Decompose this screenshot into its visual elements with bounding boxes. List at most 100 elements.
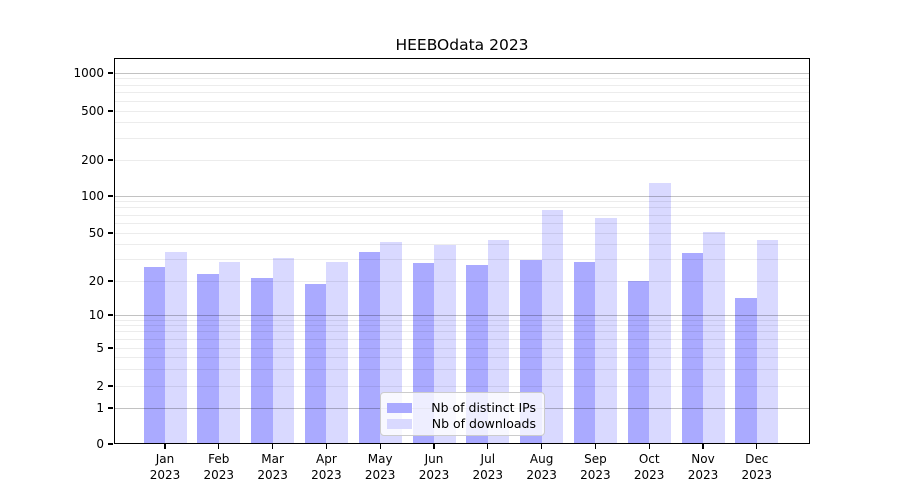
- bar-distinct-ips-oct: [627, 281, 650, 444]
- y-tick: [108, 72, 113, 74]
- legend: Nb of distinct IPs Nb of downloads: [380, 392, 545, 436]
- y-tick-label: 1: [96, 401, 104, 415]
- x-tick-label: Mar 2023: [257, 452, 288, 482]
- x-tick-label: Feb 2023: [203, 452, 235, 482]
- y-tick-label: 50: [88, 226, 104, 240]
- x-tick-label: Apr 2023: [311, 452, 342, 482]
- gridline-minor: [114, 259, 810, 261]
- gridline-minor: [114, 84, 810, 86]
- bar-distinct-ips-jan: [143, 267, 165, 444]
- bar-downloads-jan: [165, 251, 187, 444]
- x-tick: [487, 444, 489, 449]
- x-tick: [379, 444, 381, 449]
- y-tick-label: 1000: [73, 66, 104, 80]
- gridline-minor: [114, 368, 810, 370]
- bar-distinct-ips-may: [358, 251, 381, 444]
- y-tick-label: 5: [96, 341, 104, 355]
- y-tick-label: 2: [96, 379, 104, 393]
- x-tick: [164, 444, 166, 449]
- legend-swatch-distinct-ips: [387, 402, 412, 413]
- y-tick: [108, 280, 113, 282]
- x-tick: [648, 444, 650, 449]
- gridline-minor: [114, 356, 810, 358]
- gridline-minor: [114, 232, 810, 234]
- gridline-minor: [114, 319, 810, 321]
- legend-item-distinct-ips: Nb of distinct IPs: [387, 400, 536, 415]
- bar-distinct-ips-nov: [681, 253, 703, 444]
- x-tick: [594, 444, 596, 449]
- bar-downloads-aug: [541, 209, 564, 444]
- x-tick-label: Nov 2023: [687, 452, 719, 482]
- bar-downloads-nov: [703, 231, 725, 444]
- bar-distinct-ips-apr: [304, 283, 327, 444]
- y-tick-label: 0: [96, 437, 104, 451]
- y-tick: [108, 385, 113, 387]
- x-tick: [272, 444, 274, 449]
- legend-item-downloads: Nb of downloads: [387, 416, 536, 431]
- gridline-minor: [114, 325, 810, 327]
- y-tick: [108, 195, 113, 197]
- y-tick: [108, 347, 113, 349]
- x-tick: [325, 444, 327, 449]
- chart-title: HEEBOdata 2023: [395, 36, 529, 54]
- bar-downloads-oct: [649, 183, 671, 444]
- x-tick-label: Dec 2023: [741, 452, 773, 482]
- legend-label-downloads: Nb of downloads: [431, 416, 536, 431]
- y-tick: [108, 232, 113, 234]
- y-tick-label: 200: [81, 153, 104, 167]
- x-tick: [218, 444, 220, 449]
- x-tick-label: Sep 2023: [580, 452, 611, 482]
- y-tick-label: 20: [88, 274, 104, 288]
- gridline-major: [114, 314, 810, 316]
- gridline-minor: [114, 222, 810, 224]
- bar-distinct-ips-feb: [197, 273, 219, 444]
- legend-label-distinct-ips: Nb of distinct IPs: [431, 400, 536, 415]
- y-tick: [108, 314, 113, 316]
- gridline-minor: [114, 137, 810, 139]
- gridline-minor: [114, 122, 810, 124]
- legend-swatch-downloads: [387, 418, 412, 429]
- gridline-minor: [114, 214, 810, 216]
- y-tick: [108, 407, 113, 409]
- bar-downloads-mar: [272, 258, 295, 444]
- bar-distinct-ips-sep: [573, 261, 596, 444]
- y-tick-label: 100: [81, 189, 104, 203]
- y-tick: [108, 159, 113, 161]
- grid-layer: [114, 58, 810, 444]
- bar-downloads-feb: [218, 261, 241, 444]
- x-tick-label: Jul 2023: [472, 452, 504, 482]
- gridline-minor: [114, 110, 810, 112]
- x-tick: [541, 444, 543, 449]
- gridline-major: [114, 72, 810, 74]
- gridline-minor: [114, 207, 810, 209]
- gridline-minor: [114, 331, 810, 333]
- gridline-minor: [114, 100, 810, 102]
- y-tick: [108, 110, 113, 112]
- x-tick-label: Aug 2023: [526, 452, 557, 482]
- y-tick-label: 500: [81, 104, 104, 118]
- gridline-minor: [114, 347, 810, 349]
- x-tick-label: Jun 2023: [418, 452, 450, 482]
- x-tick-label: Oct 2023: [633, 452, 665, 482]
- x-tick: [433, 444, 435, 449]
- gridline-minor: [114, 385, 810, 387]
- bar-downloads-sep: [595, 218, 617, 444]
- gridline-minor: [114, 92, 810, 94]
- plot-area: 0 1 2 5 10 20 50 100 200 500 1000 Jan 2023 Feb 2023 Mar…: [73, 58, 810, 482]
- axis-layer: 0 1 2 5 10 20 50 100 200 500 1000 Jan 2023 Feb 2023 Mar…: [73, 58, 810, 482]
- gridline-minor: [114, 159, 810, 161]
- gridline-minor: [114, 280, 810, 282]
- gridline-major: [114, 195, 810, 197]
- gridline-minor: [114, 78, 810, 80]
- x-tick-label: Jan 2023: [149, 452, 181, 482]
- bar-downloads-dec: [756, 239, 779, 444]
- bar-downloads-apr: [326, 261, 348, 444]
- gridline-minor: [114, 201, 810, 203]
- x-tick-label: May 2023: [364, 452, 396, 482]
- y-tick: [108, 443, 113, 445]
- gridline-minor: [114, 244, 810, 246]
- bar-distinct-ips-mar: [251, 278, 273, 444]
- gridline-minor: [114, 338, 810, 340]
- x-tick: [702, 444, 704, 449]
